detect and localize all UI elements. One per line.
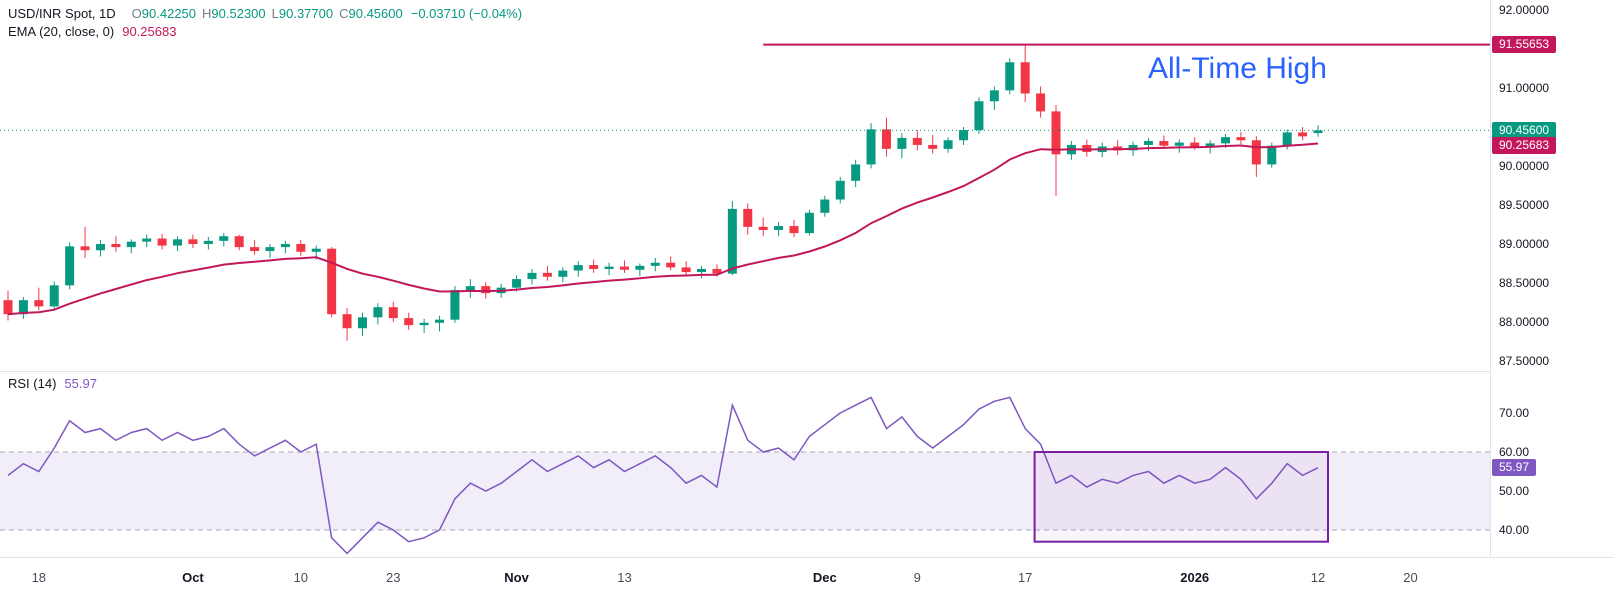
time-axis[interactable]: 18 Oct 10 23 Nov 13 Dec 9 17 2026 12 20 — [0, 558, 1614, 611]
ohlc-number: 90.37700 — [278, 6, 334, 21]
price-tick-label: 90.00000 — [1499, 159, 1550, 173]
rsi-band — [0, 452, 1490, 530]
price-tick-label: 88.00000 — [1499, 315, 1550, 329]
ema-legend-row[interactable]: EMA (20, close, 0) 90.25683 — [8, 24, 522, 39]
price-axis[interactable]: 92.00000 91.00000 90.00000 89.50000 89.00000… — [1490, 0, 1614, 557]
price-tick-label: 89.00000 — [1499, 237, 1550, 251]
ohlc-number: 90.45600 — [348, 6, 403, 21]
time-tick-label: 18 — [31, 570, 47, 585]
time-tick-label: 9 — [913, 570, 921, 585]
time-tick-label: 2026 — [1180, 570, 1210, 585]
price-tick-label: 91.00000 — [1499, 81, 1550, 95]
time-tick-label: 12 — [1310, 570, 1326, 585]
rsi-tick-label: 70.00 — [1499, 406, 1530, 420]
price-tick-label: 89.50000 — [1499, 198, 1550, 212]
symbol-legend-row[interactable]: USD/INR Spot, 1D O90.42250 H90.52300 L90.37… — [8, 6, 522, 21]
time-axis-separator — [0, 557, 1614, 558]
ohlc-letter: H — [202, 6, 212, 21]
price-badge: 91.55653 — [1492, 36, 1557, 54]
rsi-value: 55.97 — [64, 376, 97, 391]
ohlc-letter: L — [271, 6, 279, 21]
rsi-tick-label: 40.00 — [1499, 523, 1530, 537]
time-tick-label: Dec — [812, 570, 837, 585]
candles — [3, 44, 1323, 341]
time-tick-label: 20 — [1403, 570, 1418, 585]
price-pane[interactable]: USD/INR Spot, 1D O90.42250 H90.52300 L90.37… — [0, 0, 1490, 371]
price-tick-label: 87.50000 — [1499, 354, 1550, 368]
change-value: −0.03710 (−0.04%) — [410, 6, 523, 21]
rsi-chart-canvas[interactable] — [0, 372, 1490, 557]
price-tick-label: 92.00000 — [1499, 3, 1550, 17]
time-tick-label: Nov — [504, 570, 529, 585]
rsi-range-box[interactable] — [1033, 451, 1330, 543]
price-badge: 90.45600 — [1492, 121, 1557, 139]
price-chart-canvas[interactable] — [0, 0, 1490, 371]
chart-legend: USD/INR Spot, 1D O90.42250 H90.52300 L90.37… — [8, 6, 522, 42]
rsi-label[interactable]: RSI (14) — [8, 376, 57, 391]
rsi-badge: 55.97 — [1492, 459, 1537, 477]
ohlc-values: O90.42250 H90.52300 L90.37700 C90.45600 — [126, 6, 403, 21]
price-badge: 90.25683 — [1492, 137, 1557, 155]
rsi-pane[interactable]: RSI (14) 55.97 — [0, 372, 1490, 557]
ohlc-letter: C — [339, 6, 349, 21]
ema-label[interactable]: EMA (20, close, 0) — [8, 24, 115, 39]
pane-separator[interactable] — [0, 371, 1614, 372]
rsi-tick-label: 50.00 — [1499, 484, 1530, 498]
ohlc-number: 90.42250 — [141, 6, 197, 21]
symbol-title[interactable]: USD/INR Spot, 1D — [8, 6, 116, 21]
time-tick-label: 13 — [617, 570, 632, 585]
time-tick-label: 17 — [1017, 570, 1033, 585]
ohlc-letter: O — [131, 6, 142, 21]
rsi-line[interactable] — [7, 396, 1319, 555]
ema-line[interactable] — [7, 142, 1319, 316]
price-tick-label: 88.50000 — [1499, 276, 1550, 290]
time-tick-label: Oct — [182, 570, 204, 585]
all-time-high-annotation[interactable]: All-Time High — [1148, 52, 1327, 85]
ohlc-number: 90.52300 — [211, 6, 266, 21]
rsi-tick-label: 60.00 — [1499, 445, 1530, 459]
ema-value: 90.25683 — [122, 24, 177, 39]
time-tick-label: 10 — [293, 570, 309, 585]
rsi-legend-row[interactable]: RSI (14) 55.97 — [8, 376, 97, 391]
time-tick-label: 23 — [386, 570, 401, 585]
